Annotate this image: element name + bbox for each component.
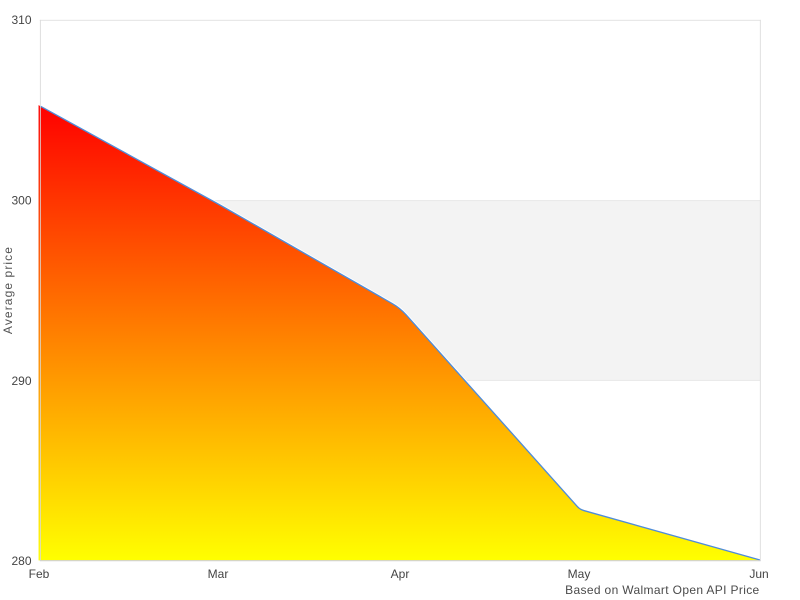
svg-text:280: 280: [11, 554, 31, 568]
svg-text:Jun: Jun: [749, 567, 768, 581]
svg-text:May: May: [568, 567, 591, 581]
svg-text:Feb: Feb: [29, 567, 50, 581]
svg-text:Mar: Mar: [208, 567, 229, 581]
svg-text:290: 290: [11, 374, 31, 388]
svg-text:Average price: Average price: [1, 246, 15, 334]
svg-text:Based on Walmart Open API Pric: Based on Walmart Open API Price: [565, 583, 760, 597]
svg-text:300: 300: [11, 194, 31, 208]
svg-text:Apr: Apr: [391, 567, 410, 581]
svg-text:310: 310: [11, 13, 31, 27]
